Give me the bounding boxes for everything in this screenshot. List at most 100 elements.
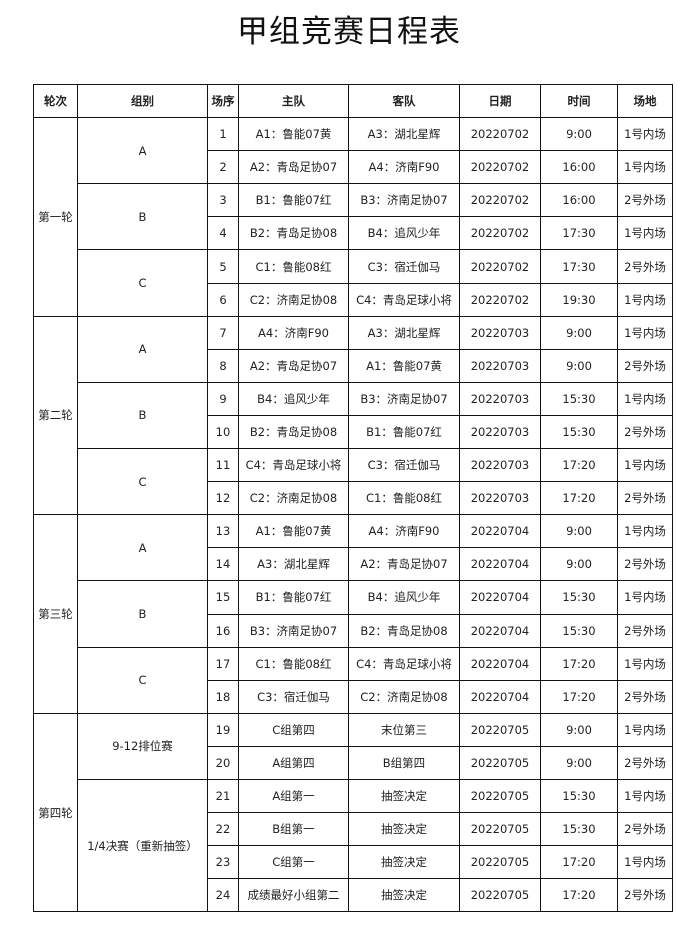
match-time: 9:00 [540, 712, 618, 747]
match-venue: 1号内场 [617, 381, 673, 416]
match-venue: 2号外场 [617, 679, 673, 714]
match-date: 20220704 [459, 514, 541, 549]
match-date: 20220705 [459, 712, 541, 747]
match-venue: 2号外场 [617, 414, 673, 450]
match-time: 9:00 [540, 745, 618, 780]
home-team: B2：青岛足协08 [238, 414, 349, 450]
away-team: B1：鲁能07红 [348, 414, 460, 450]
match-venue: 2号外场 [617, 878, 673, 913]
away-team: B3：济南足协07 [348, 381, 460, 416]
round-cell: 第一轮 [33, 117, 78, 317]
match-number: 16 [207, 613, 239, 648]
match-venue: 1号内场 [617, 150, 673, 185]
table-row: 4 B2：青岛足协08 B4：追风少年 20220702 17:30 1号内场 [34, 216, 673, 251]
home-team: A1：鲁能07黄 [238, 514, 349, 549]
away-team: 抽签决定 [348, 845, 460, 880]
table-row: 1/4决赛（重新抽签） 21 A组第一 抽签决定 20220705 15:30 1号内场 [34, 778, 673, 913]
match-venue: 2号外场 [617, 249, 673, 284]
match-number: 4 [207, 216, 239, 251]
match-number: 13 [207, 514, 239, 549]
match-time: 9:00 [540, 547, 618, 582]
group-cell: C [77, 646, 208, 714]
group-cell: 1/4决赛（重新抽签） [77, 778, 208, 913]
table-row: C 5 C1：鲁能08红 C3：宿迁伽马 20220702 17:30 2号外场 [34, 249, 673, 317]
match-number: 9 [207, 381, 239, 416]
away-team: 抽签决定 [348, 812, 460, 847]
group-cell: B [77, 183, 208, 251]
match-date: 20220704 [459, 646, 541, 681]
table-row: 2 A2：青岛足协07 A4：济南F90 20220702 16:00 1号内场 [34, 150, 673, 185]
column-header: 客队 [348, 83, 460, 119]
home-team: A3：湖北星辉 [238, 547, 349, 582]
table-row: B 3 B1：鲁能07红 B3：济南足协07 20220702 16:00 2号外场 [34, 183, 673, 251]
table-row: B 9 B4：追风少年 B3：济南足协07 20220703 15:30 1号内场 [34, 381, 673, 450]
home-team: B组第一 [238, 812, 349, 847]
home-team: 成绩最好小组第二 [238, 878, 349, 913]
match-number: 2 [207, 150, 239, 185]
away-team: C2：济南足协08 [348, 679, 460, 714]
match-venue: 2号外场 [617, 481, 673, 516]
table-row: 18 C3：宿迁伽马 C2：济南足协08 20220704 17:20 2号外场 [34, 679, 673, 714]
match-number: 23 [207, 845, 239, 880]
match-venue: 1号内场 [617, 216, 673, 251]
match-time: 16:00 [540, 183, 618, 218]
home-team: A1：鲁能07黄 [238, 117, 349, 152]
table-row: 16 B3：济南足协07 B2：青岛足协08 20220704 15:30 2号外场 [34, 613, 673, 648]
match-number: 15 [207, 580, 239, 615]
match-venue: 1号内场 [617, 282, 673, 317]
group-cell: B [77, 580, 208, 648]
match-date: 20220704 [459, 547, 541, 582]
round-cell: 第四轮 [33, 712, 78, 913]
away-team: A3：湖北星辉 [348, 117, 460, 152]
table-row: B 15 B1：鲁能07红 B4：追风少年 20220704 15:30 1号内场 [34, 580, 673, 648]
away-team: 抽签决定 [348, 878, 460, 913]
match-time: 16:00 [540, 150, 618, 185]
match-time: 17:20 [540, 679, 618, 714]
match-time: 15:30 [540, 778, 618, 814]
away-team: C1：鲁能08红 [348, 481, 460, 516]
match-time: 19:30 [540, 282, 618, 317]
match-number: 22 [207, 812, 239, 847]
home-team: C1：鲁能08红 [238, 249, 349, 284]
away-team: B4：追风少年 [348, 216, 460, 251]
match-time: 17:20 [540, 448, 618, 483]
match-date: 20220705 [459, 778, 541, 814]
match-time: 15:30 [540, 414, 618, 450]
table-row: 24 成绩最好小组第二 抽签决定 20220705 17:20 2号外场 [34, 878, 673, 913]
home-team: A2：青岛足协07 [238, 150, 349, 185]
match-time: 17:20 [540, 646, 618, 681]
match-number: 7 [207, 315, 239, 350]
home-team: B4：追风少年 [238, 381, 349, 416]
away-team: C4：青岛足球小将 [348, 282, 460, 317]
match-number: 19 [207, 712, 239, 747]
match-date: 20220705 [459, 845, 541, 880]
table-row: 22 B组第一 抽签决定 20220705 15:30 2号外场 [34, 812, 673, 847]
away-team: A1：鲁能07黄 [348, 348, 460, 383]
match-number: 17 [207, 646, 239, 681]
home-team: C3：宿迁伽马 [238, 679, 349, 714]
column-header: 主队 [238, 83, 349, 119]
round-cell: 第二轮 [33, 315, 78, 516]
match-date: 20220704 [459, 580, 541, 615]
match-date: 20220703 [459, 348, 541, 383]
group-cell: B [77, 381, 208, 450]
match-number: 8 [207, 348, 239, 383]
match-venue: 1号内场 [617, 448, 673, 483]
away-team: B组第四 [348, 745, 460, 780]
group-cell: C [77, 249, 208, 317]
column-header: 日期 [459, 83, 541, 119]
match-venue: 2号外场 [617, 183, 673, 218]
match-date: 20220705 [459, 745, 541, 780]
away-team: A4：济南F90 [348, 514, 460, 549]
column-header: 组别 [77, 83, 208, 119]
table-row: 第二轮 A 7 A4：济南F90 A3：湖北星辉 20220703 9:00 1号内场 [33, 315, 673, 516]
match-number: 10 [207, 414, 239, 450]
home-team: A组第四 [238, 745, 349, 780]
page-title: 甲组竞赛日程表 [237, 14, 461, 50]
away-team: B2：青岛足协08 [348, 613, 460, 648]
column-header: 场序 [207, 83, 239, 119]
match-date: 20220702 [459, 117, 541, 152]
away-team: B4：追风少年 [348, 580, 460, 615]
table-row: 8 A2：青岛足协07 A1：鲁能07黄 20220703 9:00 2号外场 [34, 348, 673, 383]
match-date: 20220702 [459, 150, 541, 185]
